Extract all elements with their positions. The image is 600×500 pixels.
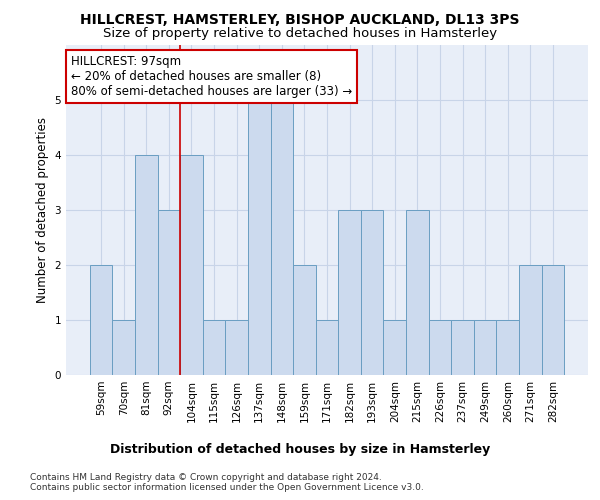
Bar: [271, 100, 293, 375]
Bar: [474, 320, 496, 375]
Bar: [135, 155, 158, 375]
Bar: [496, 320, 519, 375]
Bar: [383, 320, 406, 375]
Bar: [519, 265, 542, 375]
Bar: [112, 320, 135, 375]
Y-axis label: Number of detached properties: Number of detached properties: [36, 117, 49, 303]
Bar: [451, 320, 474, 375]
Bar: [180, 155, 203, 375]
Bar: [158, 210, 180, 375]
Bar: [203, 320, 226, 375]
Bar: [316, 320, 338, 375]
Bar: [338, 210, 361, 375]
Bar: [361, 210, 383, 375]
Text: Distribution of detached houses by size in Hamsterley: Distribution of detached houses by size …: [110, 442, 490, 456]
Bar: [293, 265, 316, 375]
Text: Size of property relative to detached houses in Hamsterley: Size of property relative to detached ho…: [103, 28, 497, 40]
Bar: [226, 320, 248, 375]
Text: HILLCREST, HAMSTERLEY, BISHOP AUCKLAND, DL13 3PS: HILLCREST, HAMSTERLEY, BISHOP AUCKLAND, …: [80, 12, 520, 26]
Bar: [542, 265, 564, 375]
Bar: [248, 100, 271, 375]
Bar: [406, 210, 428, 375]
Text: HILLCREST: 97sqm
← 20% of detached houses are smaller (8)
80% of semi-detached h: HILLCREST: 97sqm ← 20% of detached house…: [71, 55, 352, 98]
Bar: [90, 265, 112, 375]
Text: Contains HM Land Registry data © Crown copyright and database right 2024.
Contai: Contains HM Land Registry data © Crown c…: [30, 472, 424, 492]
Bar: [428, 320, 451, 375]
